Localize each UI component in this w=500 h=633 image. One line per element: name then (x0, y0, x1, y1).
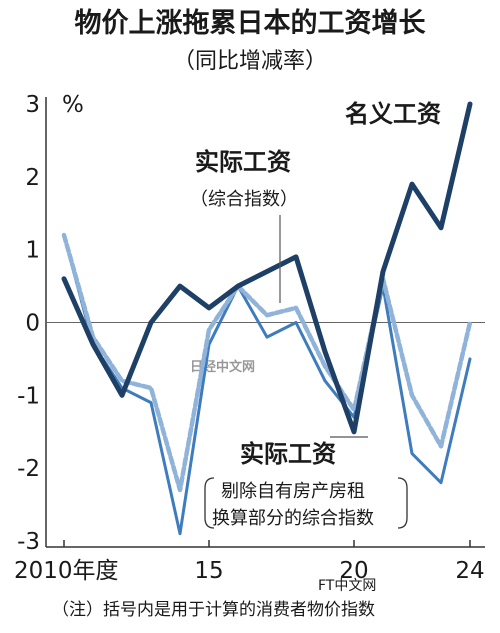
plot-area (45, 97, 485, 548)
note-line-1: 剔除自有房产房租 (221, 481, 365, 502)
real-wage-excl-note: 剔除自有房产房租 换算部分的综合指数 (204, 477, 408, 529)
corner-watermark: FT中文网 (318, 578, 376, 594)
x-tick-label: 15 (194, 558, 223, 584)
label-real-wage: 实际工资 (195, 148, 291, 176)
series-layer (61, 101, 473, 536)
y-tick-label: 3 (25, 92, 40, 118)
y-unit-label: % (62, 92, 84, 118)
x-tick-label: 24 (455, 558, 484, 584)
y-tick-label: 0 (25, 311, 40, 337)
y-tick-label: -3 (17, 529, 40, 555)
label-real-wage-note: （综合指数） (190, 189, 298, 210)
x-tick-label: 20 (339, 558, 368, 584)
chart-subtitle: （同比增减率） (173, 49, 327, 74)
note-line-2: 换算部分的综合指数 (212, 508, 374, 529)
y-tick-label: 1 (25, 238, 40, 264)
label-real-wage-excl: 实际工资 (240, 440, 336, 468)
x-tick-labels: 2010年度 15 20 24 (14, 540, 485, 584)
x-tick-label: 2010年度 (14, 558, 119, 584)
y-tick-label: -2 (17, 456, 40, 482)
y-tick-label: -1 (17, 383, 40, 409)
chart-title: 物价上涨拖累日本的工资增长 (75, 7, 427, 39)
label-nominal-wage: 名义工资 (345, 100, 441, 128)
y-tick-label: 2 (25, 165, 40, 191)
note-bracket-left (204, 477, 215, 529)
footnote: （注）括号内是用于计算的消费者物价指数 (52, 600, 375, 620)
note-bracket-right (397, 477, 408, 529)
y-tick-labels: 3 2 1 0 -1 -2 -3 (17, 92, 40, 555)
